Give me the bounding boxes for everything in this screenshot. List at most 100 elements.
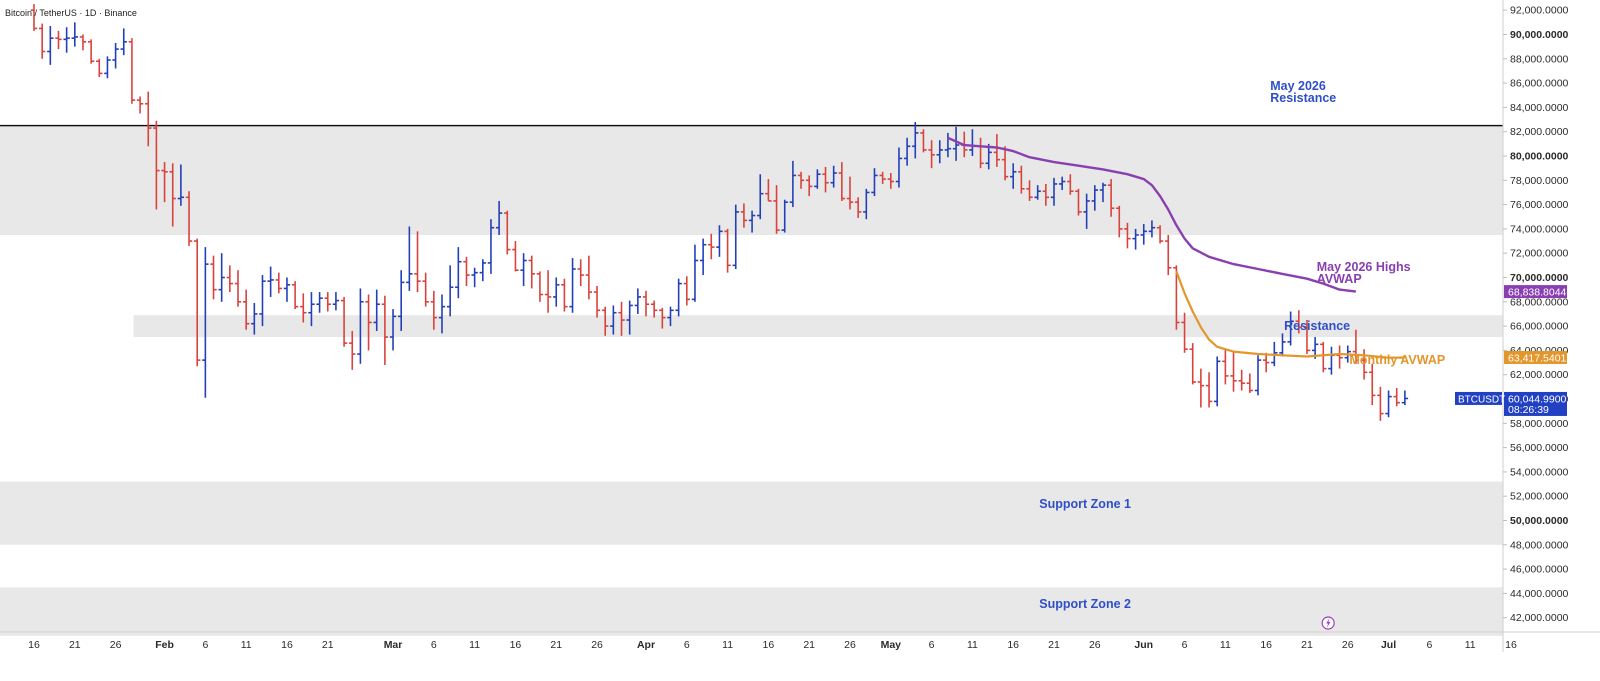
may-highs-avwap-line [947, 136, 1357, 293]
ohlc-bar [47, 25, 54, 65]
x-tick-label: 16 [281, 639, 293, 651]
ohlc-bar [512, 241, 519, 272]
ohlc-bar [1189, 343, 1196, 385]
x-tick-label: 11 [967, 639, 978, 651]
ohlc-bar [569, 258, 576, 313]
x-tick-label: 16 [1505, 639, 1517, 651]
ohlc-bar [846, 176, 854, 210]
x-tick-label: 21 [1048, 639, 1060, 651]
ohlc-bar [1369, 363, 1376, 406]
ohlc-bar [63, 27, 70, 53]
ohlc-bar [675, 278, 682, 317]
ohlc-bar [1246, 373, 1254, 393]
ohlc-bar [740, 203, 748, 228]
y-tick-label: 76,000.0000 [1510, 199, 1569, 211]
ohlc-bar [112, 43, 119, 69]
ohlc-bar [626, 300, 633, 335]
ohlc-bar [585, 255, 593, 300]
ohlc-bar [683, 276, 690, 306]
ohlc-bar [1132, 228, 1139, 250]
ohlc-bar [504, 210, 511, 255]
ohlc-bar [667, 306, 674, 327]
y-tick-label: 70,000.0000 [1510, 272, 1569, 284]
ohlc-bar [1091, 185, 1098, 211]
x-tick-label: Feb [155, 639, 174, 651]
ohlc-bar [1377, 386, 1384, 421]
ohlc-bar [55, 30, 62, 50]
annotation-support-zone-2: Support Zone 2 [1039, 597, 1131, 611]
x-tick-label: 16 [763, 639, 775, 651]
x-tick-label: 16 [1260, 639, 1272, 651]
x-tick-label: 21 [69, 639, 81, 651]
ohlc-bar [1320, 341, 1327, 373]
ohlc-bar [463, 256, 470, 287]
highs-avwap-price-tag-bg [1504, 285, 1567, 299]
symbol-title: Bitcoin / TetherUS · 1D · Binance [5, 8, 137, 18]
y-tick-label: 90,000.0000 [1510, 29, 1569, 41]
ohlc-bar [1124, 222, 1131, 249]
ticker-tag: BTCUSDT [1455, 391, 1505, 405]
monthly-avwap-price-tag-value: 63,417.5401 [1508, 352, 1567, 364]
ohlc-bar [1010, 163, 1017, 189]
zone-2 [133, 315, 1504, 338]
ohlc-bar [634, 288, 642, 314]
ohlc-bar [1099, 182, 1107, 203]
ohlc-bar [528, 255, 535, 289]
ohlc-bar [185, 191, 193, 246]
ohlc-bar [291, 281, 299, 310]
ohlc-bar [854, 197, 862, 218]
ohlc-bar [1083, 193, 1090, 229]
ohlc-bar [577, 259, 584, 287]
ohlc-bar [1401, 390, 1409, 406]
ohlc-bar [895, 147, 903, 188]
ohlc-bar [398, 270, 405, 331]
ohlc-bar [283, 277, 291, 302]
ohlc-bar [324, 292, 331, 312]
ohlc-bar [561, 278, 568, 312]
x-tick-label: 6 [202, 639, 208, 651]
ohlc-bar [920, 129, 927, 153]
y-tick-label: 44,000.0000 [1510, 588, 1569, 600]
ohlc-bar [748, 210, 756, 233]
y-tick-label: 48,000.0000 [1510, 539, 1569, 551]
ohlc-bar [1336, 345, 1343, 369]
ohlc-bar [495, 200, 503, 235]
annotation-highs-avwap-line2: AVWAP [1317, 272, 1362, 286]
ohlc-bar [520, 253, 527, 287]
ohlc-bar [120, 28, 127, 56]
ohlc-bar [471, 267, 478, 288]
ohlc-bar [781, 199, 788, 233]
ohlc-bar [365, 294, 372, 351]
annotation-resistance: Resistance [1284, 319, 1350, 333]
ohlc-bar [610, 305, 617, 335]
monthly-avwap-price-tag: 63,417.5401 [1504, 350, 1567, 364]
x-tick-label: 11 [1465, 639, 1476, 651]
ohlc-bar [1140, 224, 1147, 245]
ohlc-bar [814, 169, 821, 189]
ohlc-bar [536, 271, 544, 302]
ohlc-bar [1279, 333, 1286, 357]
y-tick-label: 46,000.0000 [1510, 564, 1569, 576]
ohlc-bar [406, 226, 413, 291]
x-tick-label: 11 [1220, 639, 1231, 651]
ohlc-bar [1214, 356, 1221, 407]
x-tick-label: 11 [469, 639, 480, 651]
ohlc-bar [79, 34, 87, 51]
highs-avwap-price-tag-value: 68,838.8044 [1508, 286, 1567, 298]
x-tick-label: 6 [929, 639, 935, 651]
ohlc-bar [993, 134, 1001, 167]
ohlc-bar [438, 294, 446, 334]
highs-avwap-price-tag: 68,838.8044 [1504, 285, 1567, 298]
ohlc-bar [487, 219, 495, 274]
x-tick-label: 6 [1182, 639, 1188, 651]
ohlc-bar [1173, 265, 1180, 330]
ohlc-bar [389, 309, 397, 351]
ohlc-bar [830, 165, 837, 188]
ohlc-bar [275, 272, 282, 294]
ohlc-bar [1238, 369, 1245, 391]
y-tick-label: 82,000.0000 [1510, 126, 1569, 138]
ohlc-bar [822, 166, 829, 193]
lightning-icon[interactable] [1321, 616, 1335, 630]
